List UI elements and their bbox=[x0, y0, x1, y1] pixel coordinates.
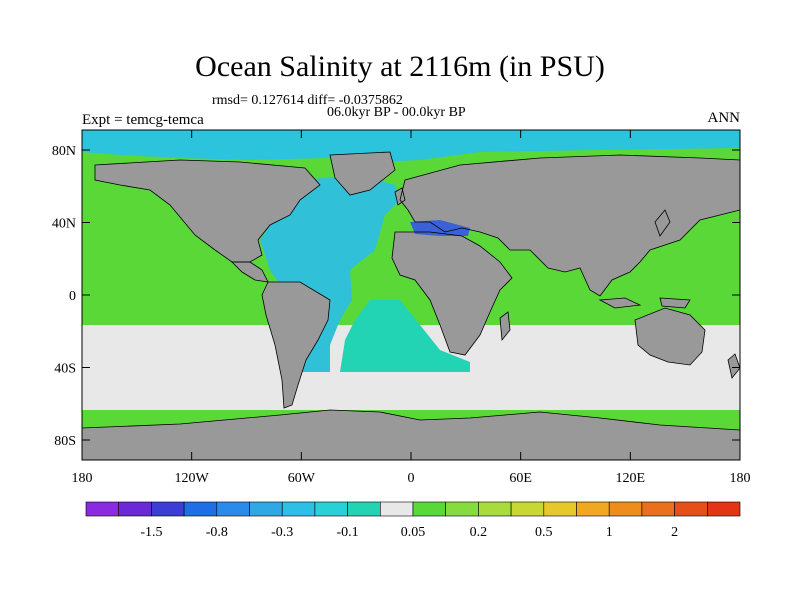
lat-tick-label: 40S bbox=[54, 362, 76, 377]
stats-line: rmsd= 0.127614 diff= -0.0375862 bbox=[212, 93, 403, 108]
map-title: Ocean Salinity at 2116m (in PSU) bbox=[195, 50, 605, 83]
colorbar-swatch bbox=[281, 501, 316, 517]
colorbar-swatch bbox=[478, 501, 512, 517]
colorbar-swatch bbox=[641, 501, 675, 517]
lon-tick-label: 180 bbox=[72, 471, 93, 486]
colorbar-label: 0.05 bbox=[401, 525, 426, 540]
experiment-label: Expt = temcg-temca bbox=[82, 112, 204, 128]
colorbar-label: -0.8 bbox=[206, 525, 228, 540]
colorbar-label: 1 bbox=[606, 525, 613, 540]
lon-tick-label: 60E bbox=[509, 471, 532, 486]
colorbar-swatch bbox=[576, 501, 610, 517]
colorbar-swatch bbox=[412, 501, 447, 517]
lat-tick-label: 0 bbox=[69, 289, 76, 304]
colorbar-label: 0.2 bbox=[470, 525, 488, 540]
land-masses bbox=[82, 152, 740, 460]
map-field bbox=[82, 130, 740, 460]
colorbar-label: -0.1 bbox=[337, 525, 359, 540]
colorbar-label: 2 bbox=[671, 525, 678, 540]
colorbar-swatch bbox=[445, 501, 479, 517]
south-atlantic-anomaly bbox=[340, 300, 470, 372]
colorbar-label: -1.5 bbox=[140, 525, 162, 540]
colorbar-label: -0.3 bbox=[271, 525, 293, 540]
colorbar-swatch bbox=[347, 501, 381, 517]
colorbar-swatch bbox=[706, 501, 741, 517]
colorbar-swatch bbox=[216, 501, 250, 517]
lon-tick-label: 180 bbox=[730, 471, 751, 486]
colorbar-swatch bbox=[608, 501, 643, 517]
colorbar-swatch bbox=[249, 501, 283, 517]
arctic-anomaly bbox=[82, 130, 740, 162]
colorbar-swatch bbox=[118, 501, 152, 517]
period-line: 06.0kyr BP - 00.0kyr BP bbox=[327, 105, 466, 120]
colorbar-swatch bbox=[151, 501, 185, 517]
colorbar-swatch bbox=[674, 501, 708, 517]
lon-tick-label: 120W bbox=[175, 471, 210, 486]
colorbar-swatch bbox=[543, 501, 577, 517]
colorbar-swatch bbox=[379, 501, 414, 517]
colorbar-label: 0.5 bbox=[535, 525, 553, 540]
lon-tick-label: 60W bbox=[288, 471, 316, 486]
colorbar-swatch bbox=[314, 501, 348, 517]
colorbar-swatch bbox=[510, 501, 545, 517]
lon-tick-label: 0 bbox=[408, 471, 415, 486]
map-axes: 80N 40N 0 40S 80S 180 120W 60W 0 60E 120E 180 bbox=[52, 130, 751, 486]
colorbar: -1.5 -0.8 -0.3 -0.1 0.05 0.2 0.5 1 2 bbox=[85, 501, 741, 540]
colorbar-swatch bbox=[183, 501, 218, 517]
season-label: ANN bbox=[707, 110, 741, 126]
colorbar-swatch bbox=[85, 501, 120, 517]
lat-tick-label: 80S bbox=[54, 434, 76, 449]
lat-tick-label: 80N bbox=[52, 144, 76, 159]
lat-tick-label: 40N bbox=[52, 217, 76, 232]
lon-tick-label: 120E bbox=[616, 471, 646, 486]
coastlines bbox=[82, 151, 740, 460]
